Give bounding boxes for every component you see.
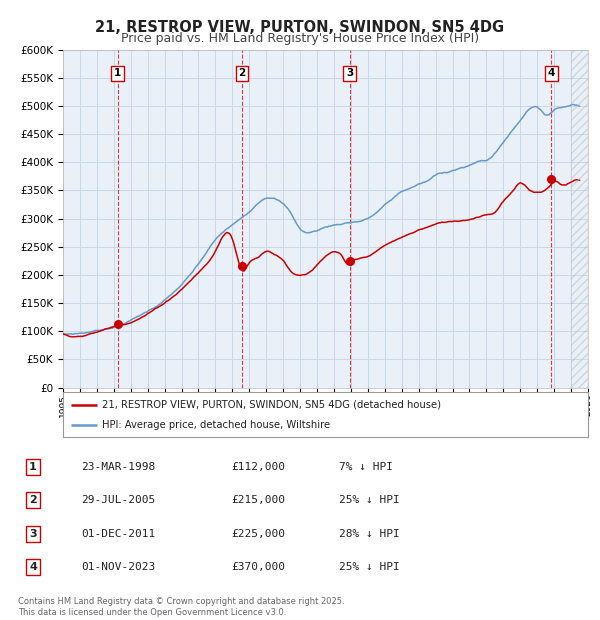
- Text: 23-MAR-1998: 23-MAR-1998: [81, 462, 155, 472]
- Text: £215,000: £215,000: [231, 495, 285, 505]
- Text: 01-DEC-2011: 01-DEC-2011: [81, 529, 155, 539]
- Text: 28% ↓ HPI: 28% ↓ HPI: [339, 529, 400, 539]
- Text: 25% ↓ HPI: 25% ↓ HPI: [339, 495, 400, 505]
- Text: £225,000: £225,000: [231, 529, 285, 539]
- Text: 21, RESTROP VIEW, PURTON, SWINDON, SN5 4DG (detached house): 21, RESTROP VIEW, PURTON, SWINDON, SN5 4…: [103, 399, 442, 410]
- Text: 4: 4: [548, 68, 555, 78]
- Text: 3: 3: [346, 68, 353, 78]
- Text: 25% ↓ HPI: 25% ↓ HPI: [339, 562, 400, 572]
- Text: £370,000: £370,000: [231, 562, 285, 572]
- Text: 01-NOV-2023: 01-NOV-2023: [81, 562, 155, 572]
- Text: 4: 4: [29, 562, 37, 572]
- Text: Price paid vs. HM Land Registry's House Price Index (HPI): Price paid vs. HM Land Registry's House …: [121, 32, 479, 45]
- Text: 2: 2: [238, 68, 245, 78]
- Text: 1: 1: [114, 68, 121, 78]
- Text: £112,000: £112,000: [231, 462, 285, 472]
- Text: 3: 3: [29, 529, 37, 539]
- Text: 2: 2: [29, 495, 37, 505]
- Text: 21, RESTROP VIEW, PURTON, SWINDON, SN5 4DG: 21, RESTROP VIEW, PURTON, SWINDON, SN5 4…: [95, 20, 505, 35]
- Text: 7% ↓ HPI: 7% ↓ HPI: [339, 462, 393, 472]
- Text: Contains HM Land Registry data © Crown copyright and database right 2025.
This d: Contains HM Land Registry data © Crown c…: [18, 598, 344, 617]
- Text: HPI: Average price, detached house, Wiltshire: HPI: Average price, detached house, Wilt…: [103, 420, 331, 430]
- Text: 1: 1: [29, 462, 37, 472]
- Text: 29-JUL-2005: 29-JUL-2005: [81, 495, 155, 505]
